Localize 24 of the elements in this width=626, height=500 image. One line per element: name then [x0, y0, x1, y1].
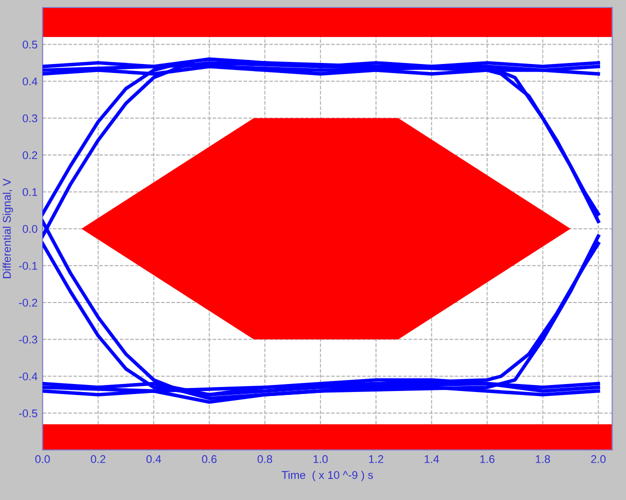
y-tick-label: 0.5: [22, 40, 38, 49]
y-tick-label: -0.4: [19, 372, 38, 380]
x-tick-label: 1.8: [536, 455, 550, 464]
x-tick-label: 0.4: [146, 455, 162, 464]
y-tick-label: -0.5: [19, 409, 38, 418]
y-tick-label: -0.1: [19, 262, 38, 270]
x-tick-label: 1.4: [424, 455, 440, 463]
x-tick-label: 0.8: [258, 455, 272, 464]
x-tick-label: 1.0: [314, 455, 328, 464]
x-tick-label: 0.6: [202, 455, 217, 464]
y-tick-label: -0.3: [19, 336, 38, 344]
x-tick-label: 0.2: [90, 455, 106, 464]
x-tick-label: 1.6: [480, 455, 494, 464]
y-tick-label: 0.2: [22, 151, 38, 160]
y-axis-title: Differential Signal, V: [2, 178, 14, 278]
x-axis-title: Time ( x 10 ^-9 ) s: [282, 470, 373, 482]
x-tick-label: 0.0: [35, 455, 50, 464]
y-tick-label: 0.4: [22, 78, 38, 86]
y-tick-label: -0.2: [19, 298, 38, 307]
x-tick-label: 2.0: [591, 455, 606, 464]
y-tick-label: 0.0: [22, 225, 38, 233]
x-tick-label: 1.2: [369, 455, 384, 463]
y-tick-label: 0.3: [22, 114, 38, 122]
y-tick-label: 0.1: [22, 188, 38, 196]
